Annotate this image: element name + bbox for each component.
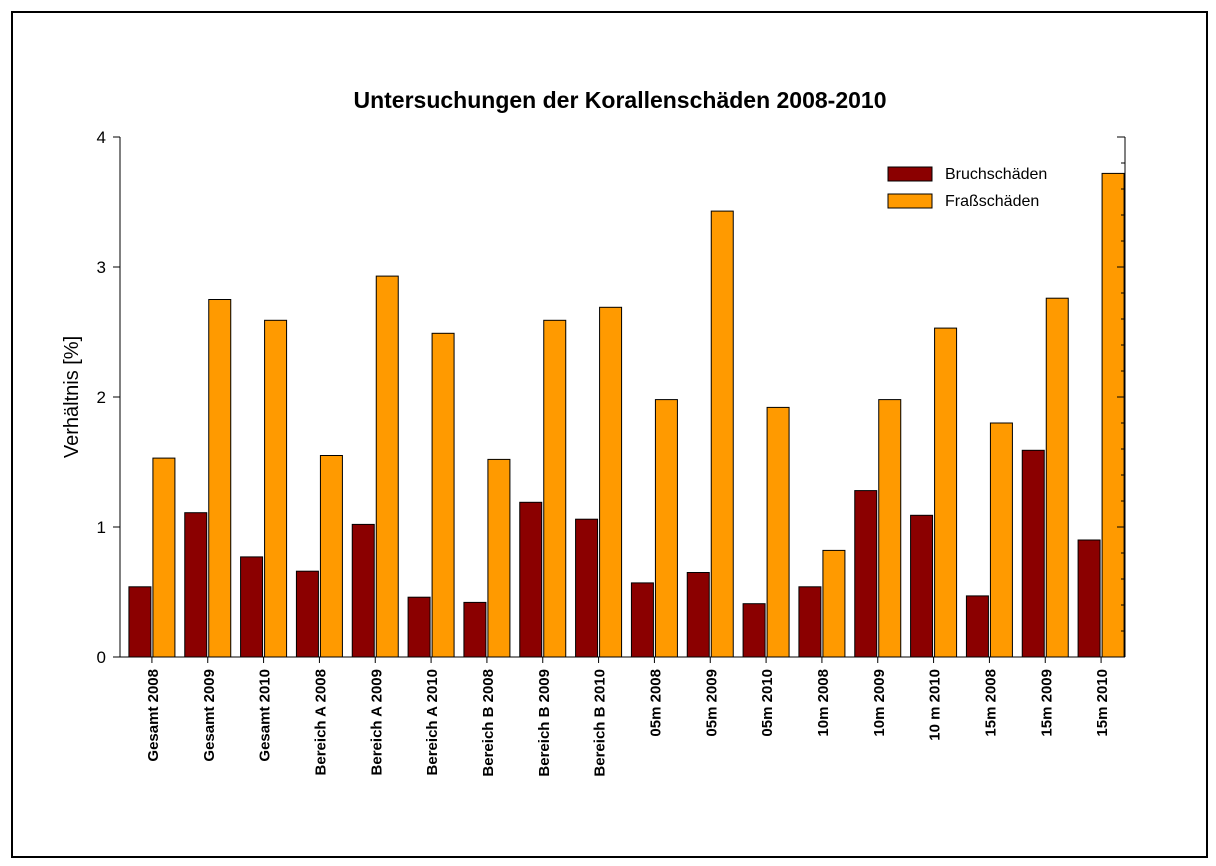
legend-swatch	[887, 166, 933, 182]
bar	[463, 601, 487, 658]
bar	[431, 332, 455, 658]
x-tick-label: Bereich B 2008	[480, 669, 497, 777]
y-tick-label: 2	[97, 388, 106, 407]
legend-label: Fraßschäden	[945, 193, 1039, 210]
bar	[351, 523, 375, 658]
bar	[766, 406, 790, 658]
bar	[1101, 172, 1125, 658]
x-tick-label: 15m 2008	[982, 669, 999, 737]
bar	[742, 603, 766, 658]
bar	[375, 275, 399, 658]
x-tick-label: 05m 2008	[647, 669, 664, 737]
y-axis-label: Verhältnis [%]	[61, 336, 83, 458]
y-tick-label: 4	[97, 128, 106, 147]
x-tick-label: 05m 2010	[759, 669, 776, 737]
bar	[934, 327, 958, 658]
bar	[654, 399, 678, 658]
bar	[965, 595, 989, 658]
bar	[240, 556, 264, 658]
x-tick-label: 15m 2009	[1038, 669, 1055, 737]
bar	[710, 210, 734, 658]
bar	[1045, 297, 1069, 658]
x-tick-label: 10 m 2010	[927, 669, 944, 741]
bar	[1021, 449, 1045, 658]
bar	[854, 490, 878, 658]
bar	[152, 457, 176, 658]
bar	[487, 458, 511, 658]
bar	[630, 582, 654, 658]
x-tick-label: Bereich B 2010	[592, 669, 609, 777]
bar	[575, 518, 599, 658]
x-tick-label: 15m 2010	[1094, 669, 1111, 737]
y-tick-label: 3	[97, 258, 106, 277]
x-tick-label: 10m 2009	[871, 669, 888, 737]
bar	[264, 319, 288, 658]
bar	[686, 572, 710, 658]
bar	[989, 422, 1013, 658]
bar	[295, 570, 319, 658]
legend-label: Bruchschäden	[945, 166, 1047, 183]
bar	[128, 586, 152, 658]
bar	[319, 455, 343, 658]
x-tick-label: Bereich A 2010	[424, 669, 441, 775]
bar	[798, 586, 822, 658]
y-tick-label: 1	[97, 518, 106, 537]
x-tick-label: Gesamt 2010	[257, 669, 274, 762]
bar	[1077, 539, 1101, 658]
bar	[208, 299, 232, 658]
x-tick-label: 05m 2009	[703, 669, 720, 737]
x-tick-label: Gesamt 2009	[201, 669, 218, 762]
x-tick-label: Bereich A 2009	[368, 669, 385, 775]
chart-title: Untersuchungen der Korallenschäden 2008-…	[353, 87, 886, 113]
legend-swatch	[887, 193, 933, 209]
bar	[519, 501, 543, 658]
bar	[543, 319, 567, 658]
bar	[878, 399, 902, 658]
bar	[599, 306, 623, 658]
x-tick-label: Bereich A 2008	[312, 669, 329, 775]
bar	[910, 514, 934, 658]
x-tick-label: Gesamt 2008	[145, 669, 162, 762]
bar	[822, 549, 846, 658]
x-tick-label: 10m 2008	[815, 669, 832, 737]
bar	[184, 512, 208, 658]
x-tick-label: Bereich B 2009	[536, 669, 553, 777]
y-tick-label: 0	[97, 648, 106, 667]
bar	[407, 596, 431, 658]
